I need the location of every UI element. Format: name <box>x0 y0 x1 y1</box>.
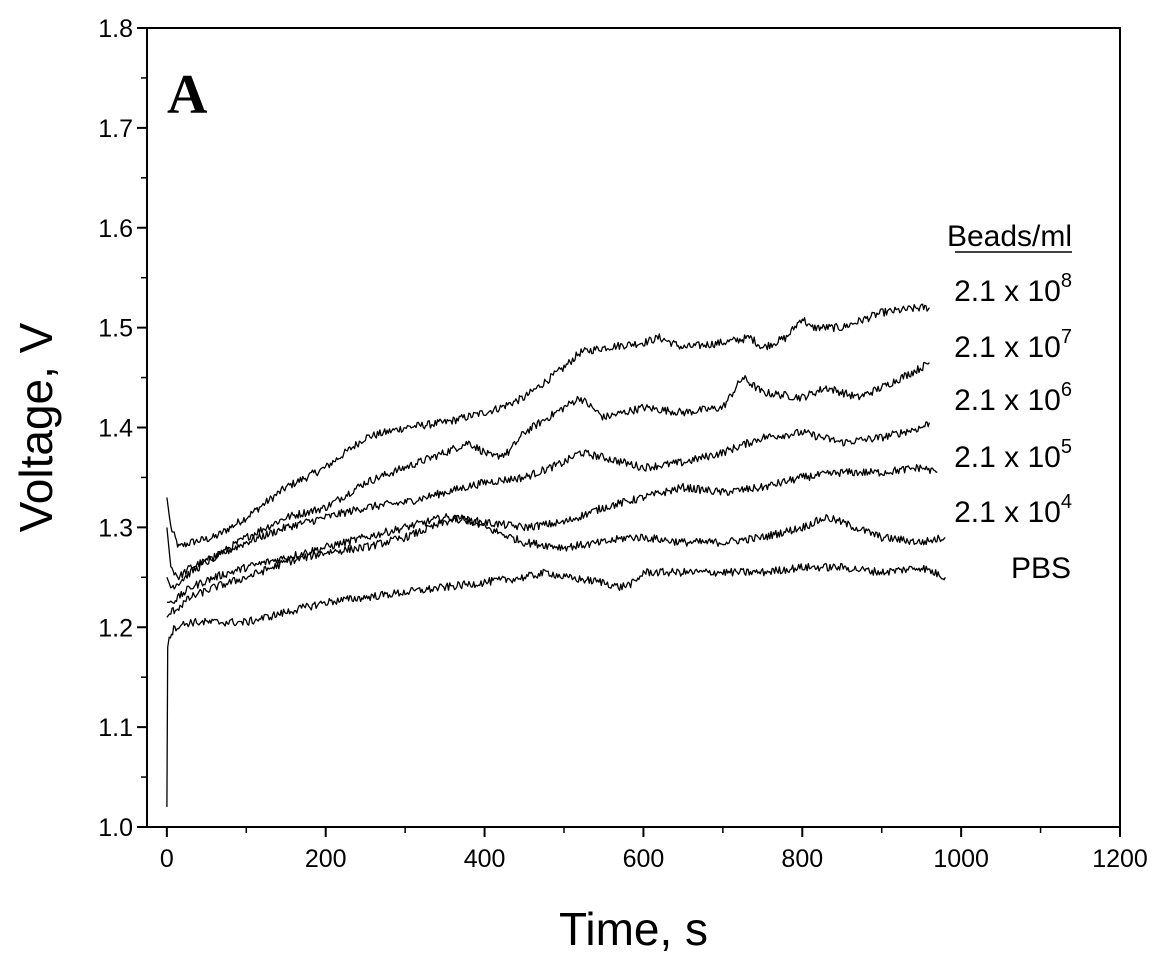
legend-title: Beads/ml <box>947 220 1072 253</box>
legend-entry-text: 2.1 x 10 <box>954 384 1061 417</box>
y-tick-label: 1.5 <box>98 315 133 343</box>
legend-entry-exponent: 6 <box>1061 379 1072 401</box>
series-line-3 <box>166 421 931 590</box>
plot-frame <box>146 27 1121 828</box>
y-tick-label: 1.6 <box>98 215 133 243</box>
y-tick-label: 1.3 <box>98 514 133 542</box>
series-line-5 <box>166 514 946 618</box>
legend-entry: 2.1 x 105 <box>954 436 1072 474</box>
series-line-6 <box>166 562 946 808</box>
series-line-2 <box>166 361 930 581</box>
legend-entry-exponent: 8 <box>1061 270 1072 292</box>
legend-entry-exponent: 4 <box>1061 491 1072 513</box>
y-tick-label: 1.1 <box>98 714 133 742</box>
x-tick-label: 800 <box>781 845 823 873</box>
x-tick-label: 600 <box>623 845 665 873</box>
x-tick-label: 400 <box>464 845 506 873</box>
legend-entry-exponent: 5 <box>1061 436 1072 458</box>
x-tick-label: 1200 <box>1092 845 1148 873</box>
y-tick-label: 1.4 <box>98 415 133 443</box>
y-tick-label: 1.0 <box>98 814 133 842</box>
legend-entry-text: 2.1 x 10 <box>954 496 1061 529</box>
series-line-4 <box>166 464 938 604</box>
legend-entry-text: 2.1 x 10 <box>954 331 1061 364</box>
x-tick-label: 200 <box>305 845 347 873</box>
legend-entry: 2.1 x 108 <box>954 270 1072 308</box>
series-lines <box>166 303 946 808</box>
legend-entry-exponent: 7 <box>1061 326 1072 348</box>
legend-entry-text: 2.1 x 10 <box>954 275 1061 308</box>
legend-entry-text: PBS <box>1011 552 1071 585</box>
y-tick-label: 1.7 <box>98 115 133 143</box>
x-axis-ticks: 0 200 400 600 800 1000 1200 <box>160 827 1148 873</box>
legend-entry: 2.1 x 107 <box>954 326 1072 364</box>
legend-entry-text: 2.1 x 10 <box>954 441 1061 474</box>
legend-entry: 2.1 x 104 <box>954 491 1072 529</box>
panel-label: A <box>167 64 208 126</box>
y-axis-ticks: 1.0 1.1 1.2 1.3 1.4 1.5 1.6 1.7 1.8 <box>98 15 147 842</box>
y-tick-label: 1.8 <box>98 15 133 43</box>
legend-entry: 2.1 x 106 <box>954 379 1072 417</box>
legend-entry: PBS <box>1011 552 1071 585</box>
x-tick-label: 0 <box>160 845 174 873</box>
x-tick-label: 1000 <box>933 845 989 873</box>
y-axis-title: Voltage, V <box>10 322 62 532</box>
x-axis-title: Time, s <box>559 903 708 955</box>
y-tick-label: 1.2 <box>98 614 133 642</box>
series-line-1 <box>166 303 930 548</box>
